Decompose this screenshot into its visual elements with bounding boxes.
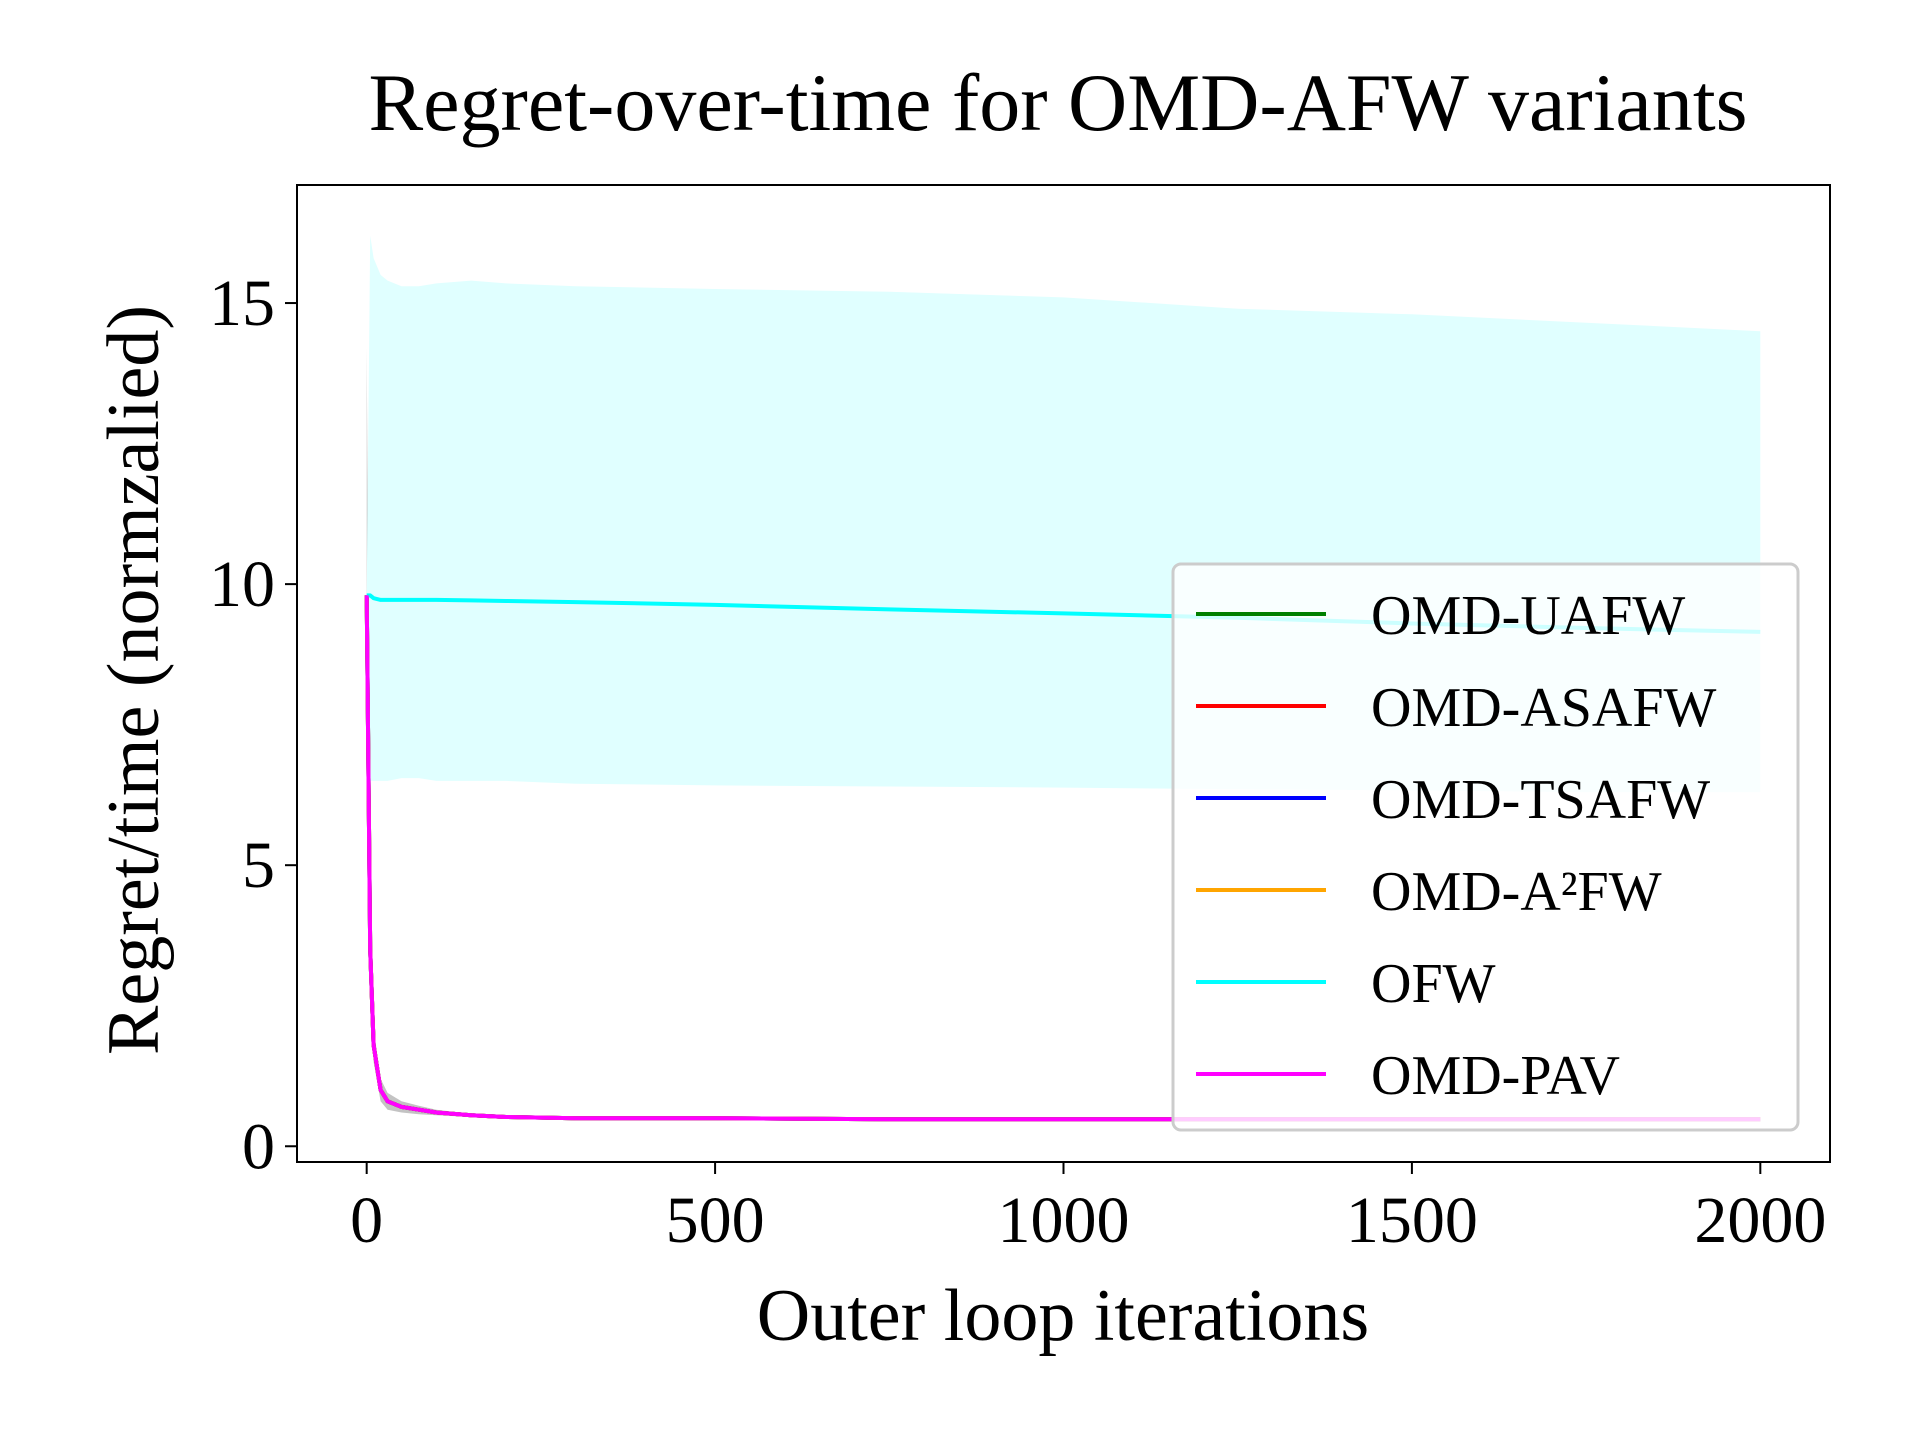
x-tick-label: 500 bbox=[666, 1184, 765, 1257]
y-tick-label: 5 bbox=[242, 829, 275, 902]
legend-label: OFW bbox=[1371, 953, 1496, 1015]
x-tick-label: 2000 bbox=[1694, 1184, 1826, 1257]
y-tick-label: 0 bbox=[242, 1110, 275, 1183]
legend-label: OMD-UAFW bbox=[1371, 585, 1685, 647]
x-tick-label: 1500 bbox=[1346, 1184, 1478, 1257]
legend-label: OMD-TSAFW bbox=[1371, 769, 1710, 831]
y-axis-label: Regret/time (normzalied) bbox=[93, 305, 175, 1055]
y-tick-label: 15 bbox=[209, 267, 275, 340]
axes-frame bbox=[296, 184, 1831, 1163]
x-tick-label: 1000 bbox=[998, 1184, 1130, 1257]
y-tick-label: 10 bbox=[209, 548, 275, 621]
x-axis-label: Outer loop iterations bbox=[757, 1275, 1369, 1357]
legend-label: OMD-A²FW bbox=[1371, 861, 1662, 923]
chart-title: Regret-over-time for OMD-AFW variants bbox=[368, 57, 1747, 148]
x-tick-label: 0 bbox=[350, 1184, 383, 1257]
legend-box bbox=[1171, 562, 1800, 1132]
legend-label: OMD-PAV bbox=[1371, 1045, 1620, 1107]
legend-label: OMD-ASAFW bbox=[1371, 677, 1716, 739]
